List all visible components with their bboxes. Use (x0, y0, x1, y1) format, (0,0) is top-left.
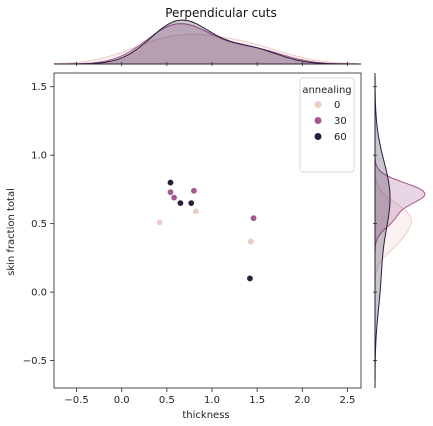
legend: annealing 0 30 60 (299, 77, 355, 173)
legend-marker (314, 101, 322, 108)
x-tick-label: 1.0 (204, 395, 220, 406)
y-tick-label: 0.5 (31, 219, 47, 230)
scatter-point (176, 199, 184, 207)
x-tick-label: −0.5 (64, 395, 88, 406)
y-tick-label: −0.5 (23, 356, 47, 367)
axis-ticks: −0.5 0.0 0.5 1.0 1.5 2.0 2.5 −0.5 0.0 0.5 1.0 1.5 (23, 62, 377, 406)
right-marginal-kde (374, 73, 426, 388)
scatter-point (187, 199, 195, 207)
x-tick-label: 2.0 (294, 395, 310, 406)
y-axis-label: skin fraction total (6, 188, 17, 276)
y-tick-label: 1.0 (31, 151, 47, 162)
top-kde-curve (54, 23, 361, 65)
scatter-point (156, 218, 164, 226)
top-kde-curve (54, 19, 361, 65)
right-kde-curve (374, 73, 391, 388)
y-tick-label: 0.0 (31, 288, 47, 299)
legend-marker (314, 133, 322, 140)
scatter-point (247, 237, 255, 245)
scatter-point (170, 194, 178, 202)
legend-title: annealing (302, 85, 351, 96)
x-tick-label: 1.5 (249, 395, 265, 406)
plot-frame (53, 72, 362, 389)
scatter-point (166, 179, 174, 187)
legend-label: 30 (334, 116, 347, 127)
scatter-point (250, 214, 258, 222)
x-tick-label: 0.5 (159, 395, 175, 406)
scatter-point (166, 188, 174, 196)
legend-frame (299, 77, 355, 173)
scatter-point (190, 187, 198, 195)
scatter-axes (53, 72, 362, 389)
top-marginal-kde (53, 19, 362, 65)
scatter-points (156, 179, 258, 282)
y-tick-label: 1.5 (31, 82, 47, 93)
x-tick-label: 0.0 (114, 395, 130, 406)
scatter-point (192, 207, 200, 215)
legend-label: 0 (334, 100, 340, 111)
legend-marker (314, 117, 322, 124)
legend-label: 60 (334, 132, 347, 143)
scatter-point (246, 274, 254, 282)
x-axis-label: thickness (182, 410, 229, 421)
x-tick-label: 2.5 (340, 395, 356, 406)
chart-title: Perpendicular cuts (165, 6, 276, 20)
